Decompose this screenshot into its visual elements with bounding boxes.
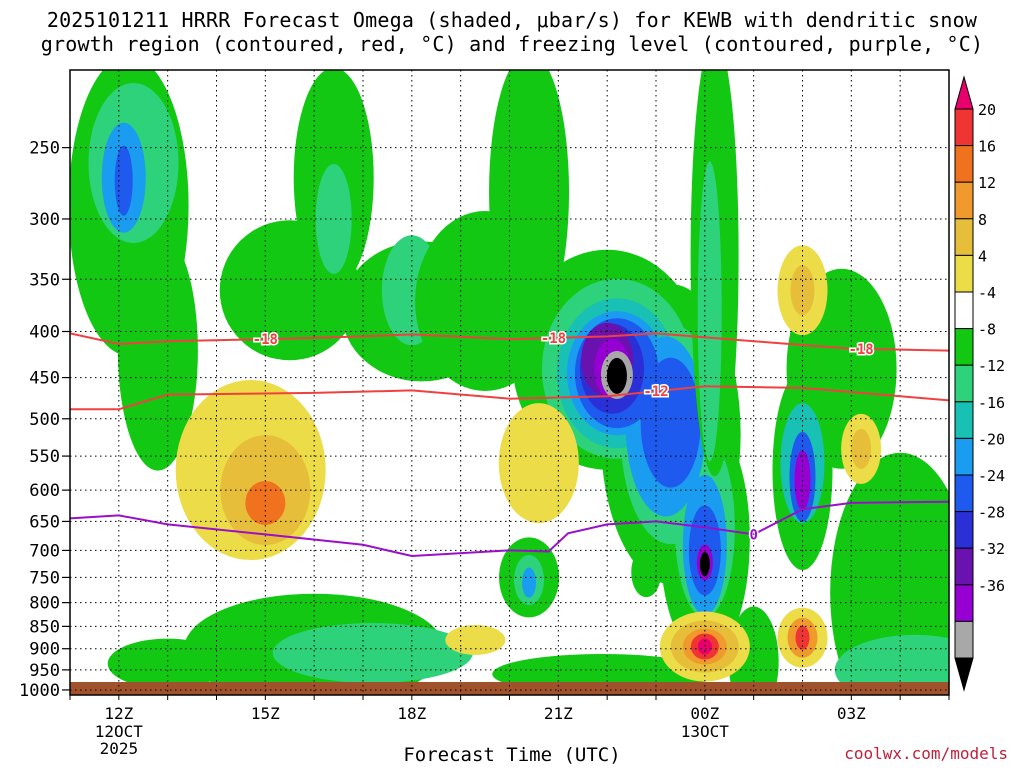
y-tick-label: 650 <box>29 512 60 532</box>
colorbar-swatch <box>954 108 974 147</box>
colorbar-swatch <box>954 364 974 403</box>
colorbar-tick-label: -12 <box>978 357 1005 375</box>
colorbar-tick-label: 8 <box>978 211 987 229</box>
omega-region <box>498 403 579 524</box>
omega-region <box>117 230 198 471</box>
x-tick-label: 12Z <box>104 704 133 723</box>
contour-0 <box>70 500 949 558</box>
terrain-ground <box>70 682 949 695</box>
x-tick-label: 15Z <box>251 704 280 723</box>
y-tick-label: 950 <box>29 661 60 681</box>
x-tick-label: 03Z <box>837 704 866 723</box>
colorbar-swatch <box>954 181 974 220</box>
colorbar-top-arrow <box>954 75 974 110</box>
contour-label: -18 <box>253 332 278 348</box>
colorbar-tick-label: -32 <box>978 540 1005 558</box>
colorbar-tick-label: -20 <box>978 430 1005 448</box>
colorbar-swatch <box>954 291 974 330</box>
colorbar-swatch <box>954 254 974 293</box>
y-tick-label: 850 <box>29 617 60 637</box>
colorbar-swatch <box>954 401 974 439</box>
x-tick-label: 21Z <box>544 704 573 723</box>
omega-region <box>699 552 710 577</box>
y-tick-label: 600 <box>29 481 60 501</box>
contour--18 <box>70 332 949 352</box>
contour-label: -18 <box>848 342 873 358</box>
y-tick-label: 1000 <box>19 681 60 701</box>
colorbar-bottom-arrow <box>954 657 974 692</box>
y-tick-label: 550 <box>29 447 60 467</box>
contour-label: -18 <box>541 331 566 347</box>
colorbar-swatch <box>954 547 974 586</box>
colorbar-tick-label: -8 <box>978 321 996 339</box>
contour-label: -12 <box>643 384 668 400</box>
y-tick-label: 750 <box>29 568 60 588</box>
omega-region <box>697 638 712 655</box>
colorbar-swatch <box>954 145 974 183</box>
omega-region <box>830 452 949 695</box>
colorbar-tick-label: 16 <box>978 138 996 156</box>
colorbar-tick-label: 4 <box>978 247 987 265</box>
y-tick-label: 250 <box>29 139 60 159</box>
colorbar-tick-label: -36 <box>978 577 1005 595</box>
colorbar-swatch <box>954 620 974 659</box>
omega-region <box>272 623 473 684</box>
omega-region <box>315 163 352 274</box>
omega-region <box>834 634 949 695</box>
temperature-contours: -18 -18 -18 -12 0 <box>70 329 949 558</box>
chart-title-line-1: 2025101211 HRRR Forecast Omega (shaded, … <box>46 8 978 32</box>
x-tick-sublabel: 12OCT <box>95 722 144 741</box>
x-axis-label: Forecast Time (UTC) <box>403 744 621 766</box>
y-tick-label: 900 <box>29 640 60 660</box>
chart-title-line-2: growth region (contoured, red, °C) and f… <box>40 32 984 56</box>
colorbar-tick-label: 20 <box>978 101 996 119</box>
omega-region <box>445 624 506 655</box>
colorbar-swatch <box>954 584 974 622</box>
y-tick-label: 800 <box>29 594 60 614</box>
omega-region <box>795 625 810 650</box>
omega-region <box>114 145 133 216</box>
omega-region <box>245 480 286 525</box>
credit-text: coolwx.com/models <box>844 744 1008 763</box>
y-tick-label: 500 <box>29 410 60 430</box>
omega-region <box>851 428 872 469</box>
y-tick-label: 450 <box>29 369 60 389</box>
x-tick-sublabel: 13OCT <box>681 722 730 741</box>
y-tick-label: 350 <box>29 270 60 290</box>
omega-region <box>522 567 537 598</box>
colorbar: 20 16 12 8 4 -4 -8 -12 -16 -20 -24 -28 -32 -36 <box>954 75 1005 692</box>
y-tick-label: 400 <box>29 322 60 342</box>
colorbar-swatch <box>954 511 974 549</box>
omega-region <box>107 638 228 689</box>
y-tick-label: 300 <box>29 210 60 230</box>
x-tick-label: 00Z <box>690 704 719 723</box>
colorbar-tick-label: -24 <box>978 467 1005 485</box>
colorbar-tick-label: -16 <box>978 394 1005 412</box>
omega-shading <box>70 70 949 695</box>
x-tick-sublabel: 2025 <box>100 739 139 758</box>
grid-lines <box>69 70 950 695</box>
y-axis-ticks: 250 300 350 400 450 500 550 600 650 700 750 800 850 9… <box>19 139 70 701</box>
y-tick-label: 700 <box>29 541 60 561</box>
colorbar-swatch <box>954 218 974 256</box>
omega-region <box>697 161 722 462</box>
omega-region <box>606 357 627 394</box>
colorbar-tick-label: -28 <box>978 504 1005 522</box>
x-tick-label: 18Z <box>397 704 426 723</box>
contour--12 <box>70 385 949 411</box>
contour-label: 0 <box>749 527 757 543</box>
colorbar-tick-label: -4 <box>978 284 996 302</box>
omega-region <box>631 547 662 598</box>
colorbar-swatch <box>954 437 974 476</box>
colorbar-tick-label: 12 <box>978 174 996 192</box>
colorbar-swatch <box>954 328 974 366</box>
colorbar-swatch <box>954 474 974 513</box>
